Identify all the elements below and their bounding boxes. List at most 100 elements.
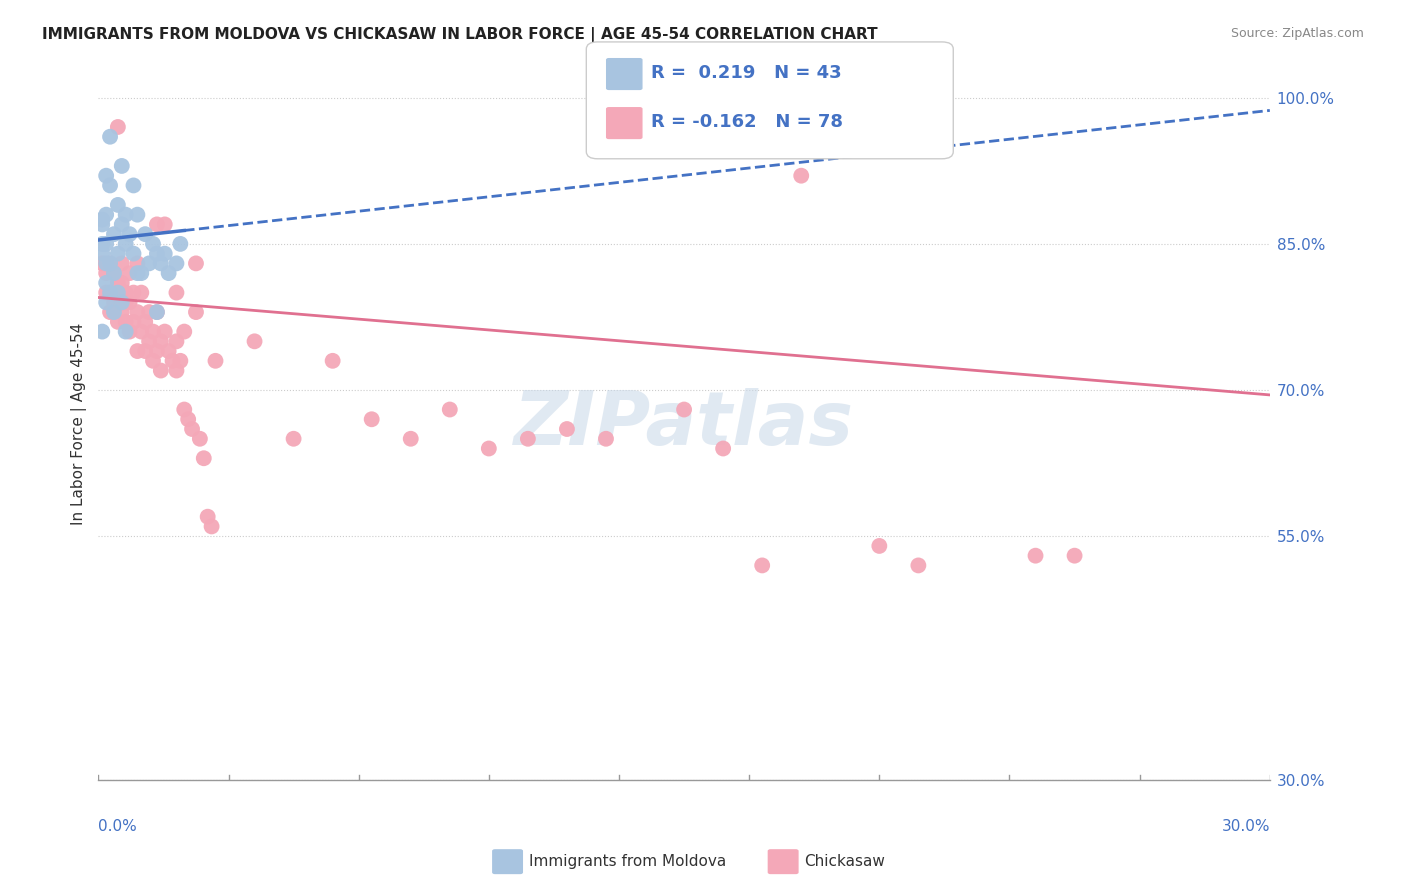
- Text: Source: ZipAtlas.com: Source: ZipAtlas.com: [1230, 27, 1364, 40]
- Point: [142, 353, 165, 368]
- Point: [165, 285, 187, 300]
- Text: Immigrants from Moldova: Immigrants from Moldova: [529, 855, 725, 869]
- Point: [134, 315, 156, 329]
- Point: [107, 276, 129, 290]
- Point: [111, 305, 134, 319]
- Point: [122, 285, 145, 300]
- Point: [146, 246, 169, 260]
- Point: [165, 363, 187, 377]
- Point: [157, 266, 180, 280]
- Point: [127, 344, 149, 359]
- Point: [91, 325, 114, 339]
- Text: 30.0%: 30.0%: [1222, 819, 1270, 834]
- Point: [790, 169, 813, 183]
- Text: Chickasaw: Chickasaw: [804, 855, 886, 869]
- Point: [107, 285, 129, 300]
- Point: [118, 325, 141, 339]
- Point: [181, 422, 204, 436]
- Point: [107, 295, 129, 310]
- Point: [177, 412, 200, 426]
- Point: [595, 432, 617, 446]
- Point: [193, 451, 215, 466]
- Point: [118, 295, 141, 310]
- Point: [96, 285, 118, 300]
- Point: [138, 334, 160, 349]
- Point: [111, 276, 134, 290]
- Text: 0.0%: 0.0%: [98, 819, 138, 834]
- Point: [146, 218, 169, 232]
- Point: [114, 208, 136, 222]
- Point: [96, 208, 118, 222]
- Point: [283, 432, 305, 446]
- Point: [111, 295, 134, 310]
- Text: IMMIGRANTS FROM MOLDOVA VS CHICKASAW IN LABOR FORCE | AGE 45-54 CORRELATION CHAR: IMMIGRANTS FROM MOLDOVA VS CHICKASAW IN …: [42, 27, 877, 43]
- Point: [111, 256, 134, 270]
- Point: [146, 344, 169, 359]
- Point: [1025, 549, 1047, 563]
- Point: [98, 305, 121, 319]
- Point: [127, 266, 149, 280]
- Point: [122, 315, 145, 329]
- Point: [131, 266, 153, 280]
- Point: [184, 256, 207, 270]
- Point: [1063, 549, 1085, 563]
- Point: [153, 246, 176, 260]
- Point: [134, 344, 156, 359]
- Point: [111, 218, 134, 232]
- Point: [91, 256, 114, 270]
- Point: [103, 266, 125, 280]
- Point: [98, 129, 121, 144]
- Point: [197, 509, 219, 524]
- Point: [149, 334, 172, 349]
- Point: [153, 325, 176, 339]
- Point: [98, 285, 121, 300]
- Point: [173, 325, 195, 339]
- Point: [91, 212, 114, 227]
- Point: [146, 305, 169, 319]
- Point: [131, 325, 153, 339]
- Point: [98, 285, 121, 300]
- Point: [103, 266, 125, 280]
- Point: [114, 315, 136, 329]
- Point: [516, 432, 538, 446]
- Point: [96, 266, 118, 280]
- Point: [107, 315, 129, 329]
- Point: [127, 256, 149, 270]
- Point: [149, 363, 172, 377]
- Point: [122, 246, 145, 260]
- Point: [114, 295, 136, 310]
- Point: [118, 227, 141, 242]
- Point: [157, 344, 180, 359]
- Point: [131, 285, 153, 300]
- Point: [184, 305, 207, 319]
- Point: [114, 285, 136, 300]
- Point: [118, 266, 141, 280]
- Point: [107, 198, 129, 212]
- Point: [169, 236, 191, 251]
- Point: [103, 266, 125, 280]
- Point: [153, 218, 176, 232]
- Point: [142, 236, 165, 251]
- Point: [149, 256, 172, 270]
- Point: [169, 353, 191, 368]
- Point: [322, 353, 344, 368]
- Point: [91, 236, 114, 251]
- Point: [96, 276, 118, 290]
- Point: [127, 305, 149, 319]
- Point: [96, 256, 118, 270]
- Point: [868, 539, 890, 553]
- Point: [907, 558, 929, 573]
- Point: [107, 246, 129, 260]
- Point: [111, 159, 134, 173]
- Point: [243, 334, 266, 349]
- Point: [134, 227, 156, 242]
- Y-axis label: In Labor Force | Age 45-54: In Labor Force | Age 45-54: [72, 323, 87, 525]
- Point: [103, 227, 125, 242]
- Point: [103, 305, 125, 319]
- Point: [127, 208, 149, 222]
- Point: [98, 178, 121, 193]
- Point: [439, 402, 461, 417]
- Point: [142, 325, 165, 339]
- Point: [478, 442, 501, 456]
- Point: [96, 236, 118, 251]
